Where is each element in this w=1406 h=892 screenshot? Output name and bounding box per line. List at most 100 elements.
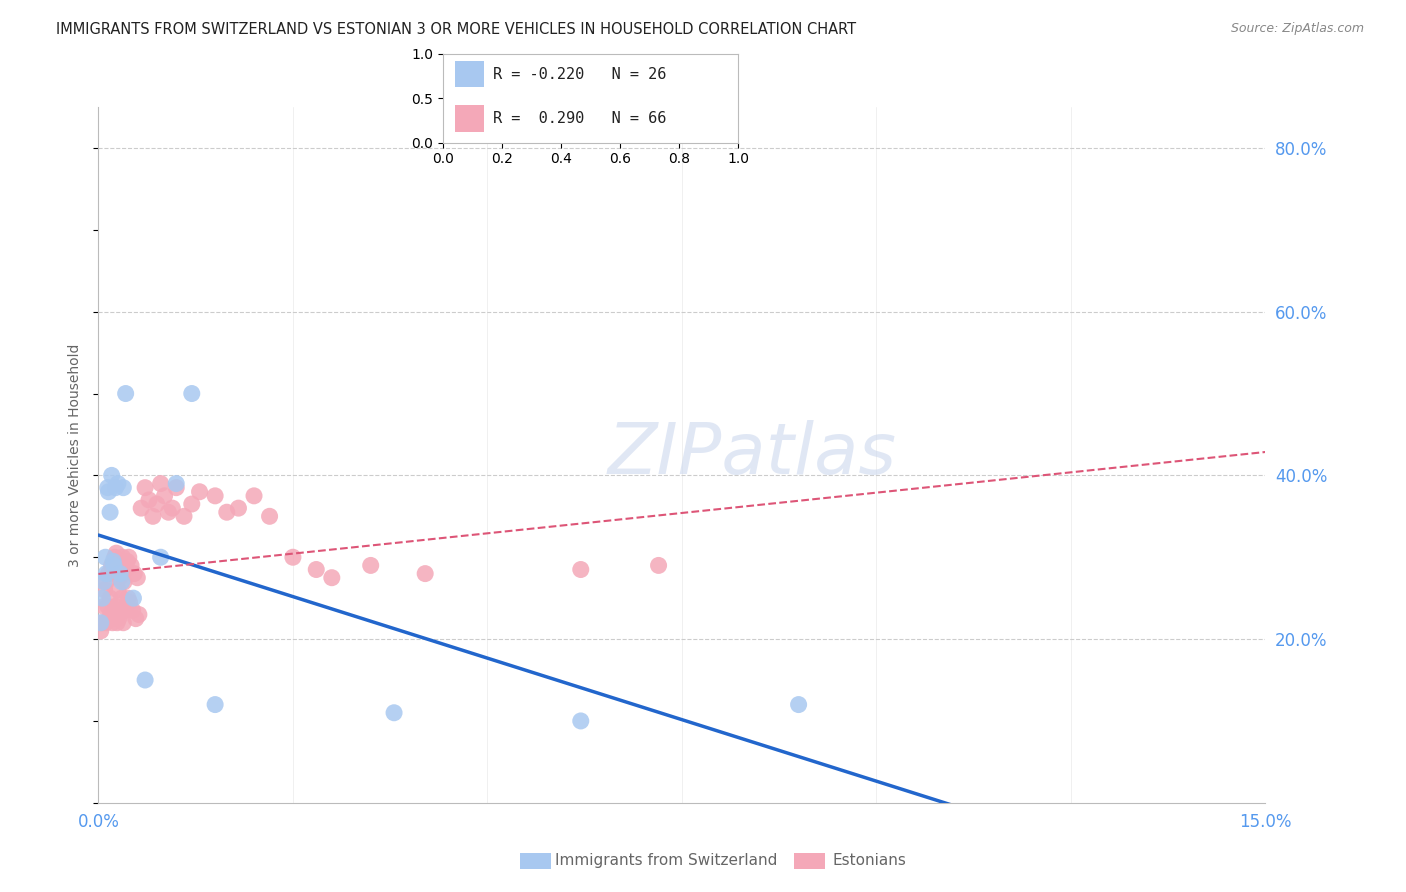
Point xyxy=(100,558,122,573)
Point xyxy=(111,574,134,589)
Bar xyxy=(454,61,484,87)
Point xyxy=(107,612,129,626)
Point xyxy=(305,562,328,576)
Point xyxy=(108,603,131,617)
Text: R =  0.290   N = 66: R = 0.290 N = 66 xyxy=(494,112,666,126)
Point xyxy=(134,481,156,495)
Point xyxy=(112,574,135,589)
Point xyxy=(91,615,114,630)
Point xyxy=(165,481,187,495)
Point xyxy=(108,571,131,585)
Point xyxy=(104,599,127,614)
Point xyxy=(115,554,138,568)
Point xyxy=(94,550,117,565)
Point xyxy=(149,476,172,491)
Point xyxy=(93,599,115,614)
Point xyxy=(93,582,115,597)
Point xyxy=(138,492,160,507)
Point xyxy=(228,501,250,516)
Point xyxy=(215,505,238,519)
Point xyxy=(165,476,187,491)
Point xyxy=(382,706,405,720)
Point xyxy=(142,509,165,524)
Point xyxy=(129,501,152,516)
Point xyxy=(101,615,124,630)
Y-axis label: 3 or more Vehicles in Household: 3 or more Vehicles in Household xyxy=(69,343,83,566)
Point xyxy=(153,489,176,503)
Point xyxy=(100,607,122,622)
Point xyxy=(98,505,121,519)
Point xyxy=(96,615,118,630)
Point xyxy=(91,591,114,606)
Point xyxy=(259,509,281,524)
Point xyxy=(103,558,125,573)
Point xyxy=(107,476,129,491)
Point xyxy=(111,591,134,606)
Point xyxy=(98,591,121,606)
Point xyxy=(105,615,128,630)
Point xyxy=(118,550,141,565)
Point xyxy=(122,591,145,606)
Point xyxy=(647,558,669,573)
Point xyxy=(413,566,436,581)
Point xyxy=(128,607,150,622)
Point xyxy=(97,484,120,499)
Point xyxy=(110,558,132,573)
Point xyxy=(103,562,125,576)
Text: Estonians: Estonians xyxy=(832,854,907,868)
Point xyxy=(134,673,156,687)
Point xyxy=(188,484,211,499)
Point xyxy=(103,607,125,622)
Point xyxy=(180,386,202,401)
Point xyxy=(112,481,135,495)
Point xyxy=(157,505,180,519)
Point xyxy=(118,595,141,609)
Point xyxy=(100,468,122,483)
Point xyxy=(108,566,131,581)
Text: IMMIGRANTS FROM SWITZERLAND VS ESTONIAN 3 OR MORE VEHICLES IN HOUSEHOLD CORRELAT: IMMIGRANTS FROM SWITZERLAND VS ESTONIAN … xyxy=(56,22,856,37)
Point xyxy=(111,550,134,565)
Point xyxy=(112,615,135,630)
Point xyxy=(569,562,592,576)
Point xyxy=(243,489,266,503)
Point xyxy=(90,624,112,638)
Text: Source: ZipAtlas.com: Source: ZipAtlas.com xyxy=(1230,22,1364,36)
Point xyxy=(125,612,148,626)
Point xyxy=(162,501,184,516)
Point xyxy=(103,554,125,568)
Point xyxy=(180,497,202,511)
Text: R = -0.220   N = 26: R = -0.220 N = 26 xyxy=(494,67,666,81)
Point xyxy=(149,550,172,565)
Text: Immigrants from Switzerland: Immigrants from Switzerland xyxy=(555,854,778,868)
Point xyxy=(97,481,120,495)
Text: ZIPatlas: ZIPatlas xyxy=(607,420,897,490)
Point xyxy=(173,509,195,524)
Point xyxy=(107,582,129,597)
Point xyxy=(114,562,136,576)
Point xyxy=(115,599,138,614)
Point xyxy=(787,698,810,712)
Point xyxy=(96,574,118,589)
Point xyxy=(98,612,121,626)
Point xyxy=(114,603,136,617)
Point xyxy=(114,386,136,401)
Point xyxy=(569,714,592,728)
Point xyxy=(104,550,127,565)
Point xyxy=(281,550,304,565)
Point xyxy=(146,497,169,511)
Point xyxy=(204,489,226,503)
Point xyxy=(360,558,382,573)
Point xyxy=(90,615,112,630)
Point xyxy=(93,574,115,589)
Point xyxy=(96,566,118,581)
Point xyxy=(121,603,143,617)
Point xyxy=(97,566,120,581)
Point xyxy=(127,571,149,585)
Point xyxy=(117,591,139,606)
Bar xyxy=(454,105,484,132)
Point xyxy=(104,481,127,495)
Point xyxy=(122,566,145,581)
Point xyxy=(120,558,142,573)
Point xyxy=(321,571,343,585)
Point xyxy=(204,698,226,712)
